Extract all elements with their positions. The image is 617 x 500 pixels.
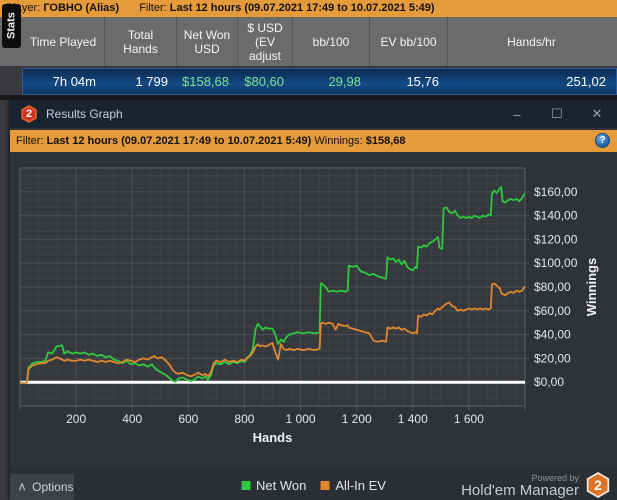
- app-filter-label: Filter:: [139, 2, 167, 14]
- column-header-bb100[interactable]: bb/100: [293, 17, 370, 66]
- powered-by-label: Powered by: [531, 472, 579, 483]
- results-chart: 200 400 600 800 1 000 1 200 1 400 1 600 $0,00 $20…: [10, 152, 617, 470]
- svg-text:Winnings: Winnings: [584, 258, 599, 316]
- svg-text:$0,00: $0,00: [534, 375, 564, 389]
- window-footer: ᐱ Options Net Won All-In EV Powered by H…: [10, 470, 617, 500]
- cell-total-hands: 1 799: [135, 74, 168, 89]
- column-header-net-won-usd[interactable]: Net Won USD: [177, 17, 238, 66]
- close-icon[interactable]: ✕: [591, 106, 603, 121]
- window-title: Results Graph: [46, 107, 123, 121]
- svg-text:800: 800: [234, 412, 254, 426]
- cell-usd-ev-adjust: $80,60: [244, 74, 284, 89]
- column-header-total-hands[interactable]: Total Hands: [105, 17, 177, 66]
- winnings-value: $158,68: [365, 135, 406, 147]
- table-row[interactable]: 7h 04m 1 799 $158,68 $80,60 29,98 15,76 …: [22, 68, 617, 95]
- column-header-usd-ev-adjust[interactable]: $ USD (EV adjust: [238, 17, 293, 66]
- options-button[interactable]: ᐱ Options: [10, 474, 74, 500]
- svg-text:$100,00: $100,00: [534, 256, 578, 270]
- brand-name: Hold'em Manager: [461, 481, 579, 499]
- cell-bb100: 29,98: [328, 74, 361, 89]
- legend-label: Net Won: [256, 477, 307, 493]
- stats-tab[interactable]: Stats: [2, 4, 21, 48]
- legend-item-all-in-ev: All-In EV: [320, 478, 386, 493]
- svg-text:400: 400: [122, 412, 142, 426]
- winnings-label: Winnings:: [314, 135, 363, 147]
- svg-text:$40,00: $40,00: [534, 328, 571, 342]
- svg-text:$20,00: $20,00: [534, 351, 571, 365]
- stats-table-header: Time Played Total Hands Net Won USD $ US…: [0, 17, 617, 66]
- filter-value: Last 12 hours (09.07.2021 17:49 to 10.07…: [46, 135, 312, 147]
- minimize-icon[interactable]: –: [513, 106, 521, 122]
- svg-text:$60,00: $60,00: [534, 304, 571, 318]
- options-label: Options: [32, 480, 74, 494]
- column-header-time-played[interactable]: Time Played: [22, 17, 105, 66]
- hm2-badge-icon: 2: [585, 472, 611, 498]
- hm2-logo-icon: 2: [20, 105, 38, 123]
- results-graph-window: 2 Results Graph – ☐ ✕ Filter: Last 12 ho…: [10, 100, 617, 500]
- maximize-icon[interactable]: ☐: [551, 106, 563, 121]
- column-header-hands-hr[interactable]: Hands/hr: [507, 34, 556, 49]
- app-filter-value: Last 12 hours (09.07.2021 17:49 to 10.07…: [169, 2, 435, 14]
- svg-text:1 600: 1 600: [454, 412, 484, 426]
- chevron-up-icon: ᐱ: [19, 481, 26, 492]
- svg-text:$160,00: $160,00: [534, 185, 578, 199]
- svg-text:Hands: Hands: [253, 430, 293, 445]
- legend-label: All-In EV: [335, 477, 386, 493]
- cell-ev-bb100: 15,76: [406, 74, 439, 89]
- app-top-bar: Player: ГОВНО (Alias) Filter: Last 12 ho…: [0, 0, 617, 17]
- divider: [0, 95, 617, 100]
- svg-text:$120,00: $120,00: [534, 232, 578, 246]
- svg-text:$140,00: $140,00: [534, 209, 578, 223]
- help-icon[interactable]: ?: [595, 133, 610, 148]
- powered-by-branding: Powered by Hold'em Manager 2: [461, 472, 611, 498]
- net-won-swatch-icon: [241, 480, 251, 490]
- svg-text:1 200: 1 200: [342, 412, 372, 426]
- svg-text:1 000: 1 000: [286, 412, 316, 426]
- cell-net-won-usd: $158,68: [182, 74, 229, 89]
- svg-text:1 400: 1 400: [398, 412, 428, 426]
- window-title-bar[interactable]: 2 Results Graph – ☐ ✕: [10, 100, 617, 128]
- winnings-line-chart: 200 400 600 800 1 000 1 200 1 400 1 600 $0,00 $20…: [19, 167, 599, 445]
- cell-time-played: 7h 04m: [52, 74, 96, 89]
- all-in-ev-swatch-icon: [320, 480, 330, 490]
- cell-hands-hr: 251,02: [566, 74, 606, 89]
- player-name: ГОВНО (Alias): [43, 2, 120, 14]
- svg-text:200: 200: [66, 412, 86, 426]
- filter-label: Filter:: [16, 135, 44, 147]
- svg-text:$80,00: $80,00: [534, 280, 571, 294]
- svg-text:600: 600: [178, 412, 198, 426]
- column-header-ev-bb100[interactable]: EV bb/100: [370, 17, 448, 66]
- chart-legend: Net Won All-In EV: [241, 470, 386, 500]
- filter-bar: Filter: Last 12 hours (09.07.2021 17:49 …: [10, 130, 617, 152]
- legend-item-net-won: Net Won: [241, 478, 306, 493]
